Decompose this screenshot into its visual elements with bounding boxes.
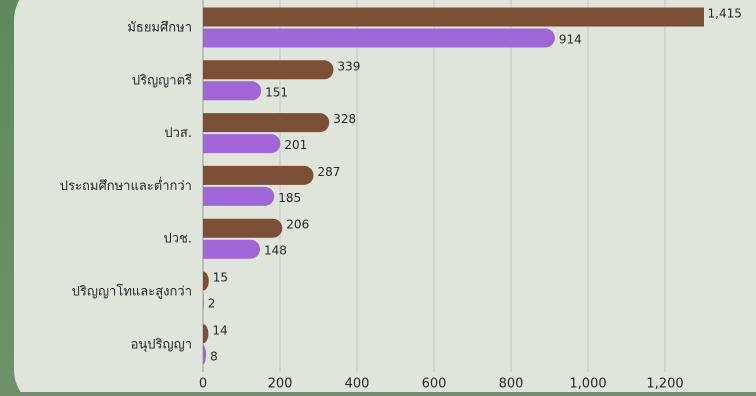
bar [203,292,204,312]
value-label: 1,415 [708,7,742,21]
value-label: 914 [559,33,582,47]
value-label: 206 [286,218,309,232]
bar [203,113,330,133]
value-label: 287 [317,165,340,179]
y-tick-label: ปวส. [164,126,192,141]
x-tick-label: 1,200 [646,377,683,392]
x-tick-label: 600 [422,377,447,392]
y-tick-label: มัธยมศึกษา [127,21,192,36]
y-tick-label: ปริญญาโทและสูงกว่า [72,284,192,300]
y-tick-label: ปวช. [163,232,192,247]
x-tick-label: 800 [499,377,524,392]
panel [14,0,756,396]
x-tick-label: 0 [199,377,207,392]
value-label: 339 [338,59,361,73]
bar [203,28,555,48]
value-label: 185 [278,191,301,205]
bar [203,81,262,101]
bar [203,134,281,154]
bar [203,345,207,365]
y-tick-label: ประถมศึกษาและต่ำกว่า [60,177,192,194]
value-label: 151 [265,85,288,99]
bar [203,165,314,185]
y-tick-label: ปริญญาตรี [132,72,192,88]
bar [203,218,283,238]
labels: 0 200 400 600 800 1,000 1,200 มัธยมศึกษา 1,415 91… [60,7,742,392]
value-label: 328 [333,112,356,126]
x-tick-label: 400 [345,377,370,392]
bar [203,324,209,344]
bar [203,186,275,206]
value-label: 8 [210,349,218,363]
bar [203,239,260,259]
value-label: 148 [264,244,287,258]
value-label: 201 [284,138,307,152]
bars [203,7,704,365]
value-label: 15 [213,271,228,285]
x-tick-label: 200 [268,377,293,392]
value-label: 14 [212,323,227,337]
value-label: 2 [208,297,216,311]
bar [203,7,704,27]
bar [203,271,209,291]
x-tick-label: 1,000 [569,377,606,392]
bar [203,60,334,80]
y-tick-label: อนุปริญญา [131,337,192,352]
